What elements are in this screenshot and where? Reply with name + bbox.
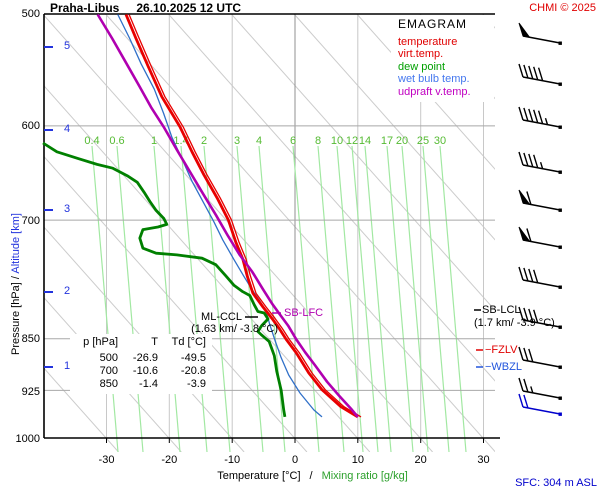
sounding-table: p [hPa] T Td [°C] 500 -26.9 -49.5 700 -10.6 -20.…: [70, 334, 212, 394]
temperature-tick-label: -20: [161, 454, 178, 466]
temperature-tick-label: -10: [224, 454, 241, 466]
svg-text:4: 4: [256, 135, 262, 147]
curve-udpraft-v-temp-: [96, 13, 359, 418]
svg-text:14: 14: [359, 135, 371, 147]
wind-barbs: [518, 22, 562, 416]
altitude-tick-label: 3: [63, 203, 71, 215]
temperature-tick-label: 30: [477, 454, 490, 466]
table-cell: -3.9: [187, 378, 206, 390]
altitude-tick-label: 5: [63, 40, 71, 52]
temperature-tick-label: -30: [98, 454, 115, 466]
wind-barb: [518, 346, 562, 369]
svg-text:6: 6: [290, 135, 296, 147]
mixing-ratio-labels: 0.4 0.6 1 1.4 2 3 4 6 8 10 12 14 17 20 25 30: [84, 135, 446, 147]
table-header: Td [°C]: [171, 336, 206, 348]
svg-text:1: 1: [151, 135, 157, 147]
svg-text:0.4: 0.4: [84, 135, 99, 147]
wind-barb: [518, 226, 562, 249]
sb-lcl-label: SB-LCL: [482, 304, 521, 316]
station-name: Praha-Libus: [50, 1, 120, 15]
table-cell: 500: [99, 352, 118, 364]
table-cell: -49.5: [180, 352, 206, 364]
table-row: 850 -1.4 -3.9: [76, 378, 206, 391]
wind-barb: [518, 63, 562, 86]
table-cell: -10.6: [132, 365, 158, 377]
wind-barb: [518, 189, 562, 212]
svg-text:17: 17: [381, 135, 393, 147]
table-header: p [hPa]: [83, 336, 118, 348]
table-cell: -20.8: [180, 365, 206, 377]
wind-barb: [518, 377, 562, 400]
x-axis-label-temp: Temperature [°C]: [217, 470, 301, 482]
sb-lcl-detail: (1.7 km/ -3.9 °C): [474, 317, 555, 329]
legend-box: EMAGRAM temperature virt.temp. dew point we…: [391, 15, 494, 102]
table-cell: -26.9: [132, 352, 158, 364]
temperature-tick-label: 0: [291, 454, 299, 466]
ml-ccl-label: ML-CCL: [201, 311, 242, 323]
svg-text:30: 30: [434, 135, 446, 147]
x-axis-label-sep: /: [309, 470, 313, 482]
sounding-values: p [hPa] T Td [°C] 500 -26.9 -49.5 700 -10.6 -20.…: [76, 336, 206, 391]
altitude-tick-label: 4: [63, 123, 71, 135]
marker-lines: [245, 309, 483, 368]
pressure-tick-label: 1000: [15, 433, 40, 445]
svg-text:12: 12: [346, 135, 358, 147]
sb-lfc-label: SB-LFC: [284, 307, 324, 319]
surface-elevation-label: SFC: 304 m ASL: [515, 477, 597, 489]
y-axis-label-sep: /: [10, 273, 22, 283]
table-cell: -1.4: [139, 378, 158, 390]
mixing-ratio-lines: [91, 145, 467, 452]
curve-temperature: [124, 13, 359, 419]
fzlv-label: −FZLV: [485, 344, 518, 356]
sounding-datetime: 26.10.2025 12 UTC: [136, 1, 242, 15]
table-row: 500 -26.9 -49.5: [76, 352, 206, 365]
legend-entries: temperature virt.temp. dew point wet bulb t…: [398, 36, 494, 99]
svg-text:8: 8: [315, 135, 321, 147]
svg-text:25: 25: [417, 135, 429, 147]
altitude-tick-label: 2: [63, 285, 71, 297]
legend-entry: wet bulb temp.: [398, 73, 470, 85]
temperature-tick-label: 10: [351, 454, 364, 466]
y-axis-label: Pressure [hPa] / Altitude [km]: [10, 154, 22, 414]
legend-entry: dew point: [398, 60, 446, 73]
pressure-tick-label: 850: [21, 333, 40, 345]
plot-border: [43, 13, 500, 443]
wind-barb: [518, 266, 562, 289]
wind-barb: [518, 306, 562, 329]
wind-barb: [518, 106, 562, 129]
table-row: 700 -10.6 -20.8: [76, 365, 206, 378]
x-axis-label-mixing: Mixing ratio [g/kg]: [321, 470, 408, 482]
wind-barb: [518, 393, 562, 416]
table-header: T: [151, 336, 158, 348]
wbzl-label: −WBZL: [485, 361, 522, 373]
svg-text:0.6: 0.6: [109, 135, 124, 147]
svg-text:3: 3: [234, 135, 240, 147]
wind-barb: [518, 22, 562, 45]
pressure-tick-label: 925: [21, 386, 40, 398]
pressure-tick-label: 600: [21, 120, 40, 132]
temperature-tick-label: 20: [414, 454, 427, 466]
legend-entry: temperature: [398, 35, 458, 48]
altitude-tick-label: 1: [63, 360, 71, 372]
svg-text:10: 10: [331, 135, 343, 147]
x-axis-label: Temperature [°C] / Mixing ratio [g/kg]: [44, 470, 538, 482]
pressure-tick-label: 700: [21, 215, 40, 227]
plot-title: Praha-Libus 26.10.2025 12 UTC: [50, 1, 241, 15]
pressure-tick-label: 500: [21, 8, 40, 20]
ml-ccl-detail: (1.63 km/ -3.8 °C): [191, 323, 278, 335]
table-cell: 850: [99, 378, 118, 390]
legend-entry: virt.temp.: [398, 48, 444, 60]
svg-text:2: 2: [201, 135, 207, 147]
table-cell: 700: [99, 365, 118, 377]
svg-text:20: 20: [396, 135, 408, 147]
legend-entry: udpraft v.temp.: [398, 85, 471, 98]
copyright-notice: CHMI © 2025: [529, 2, 596, 14]
wind-barb: [518, 151, 562, 174]
curve-wet-bulb-temp-: [117, 14, 323, 418]
legend-title: EMAGRAM: [398, 17, 468, 31]
curve-dew-point: [42, 141, 287, 418]
